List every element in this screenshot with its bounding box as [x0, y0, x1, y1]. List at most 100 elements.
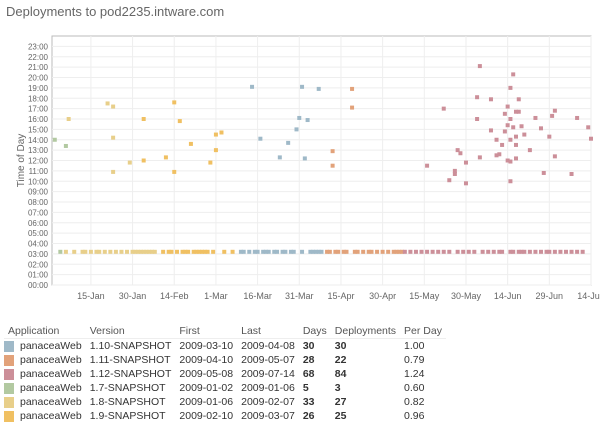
legend-cell-last: 2009-02-07	[241, 396, 295, 408]
legend-cell-first: 2009-01-06	[179, 396, 234, 408]
data-point	[127, 160, 132, 165]
data-point	[186, 249, 191, 254]
data-point	[538, 249, 543, 254]
chart-title: Deployments to pod2235.intware.com	[6, 4, 225, 19]
data-point	[527, 249, 532, 254]
y-tick-label: 05:00	[28, 229, 49, 238]
data-point	[105, 101, 110, 106]
y-tick-label: 06:00	[28, 219, 49, 228]
legend-cell-first: 2009-01-02	[179, 382, 234, 394]
legend-cell-deployments: 30	[334, 340, 347, 352]
data-point	[563, 249, 568, 254]
data-point	[63, 143, 68, 148]
data-point	[508, 159, 513, 164]
legend-cell-per-day: 1.00	[404, 340, 425, 352]
y-tick-label: 20:00	[28, 74, 49, 83]
data-point	[194, 249, 199, 254]
data-point	[341, 249, 346, 254]
x-tick-label: 16-Mar	[243, 291, 272, 301]
data-point	[344, 249, 349, 254]
data-point	[125, 249, 130, 254]
data-point	[569, 171, 574, 176]
legend-swatch	[4, 410, 14, 422]
legend-cell-version: 1.12-SNAPSHOT	[89, 368, 172, 380]
data-point	[508, 249, 513, 254]
data-point	[533, 115, 538, 120]
data-point	[441, 249, 446, 254]
data-point	[508, 137, 513, 142]
x-tick-label: 14-Jun	[494, 291, 522, 301]
data-point	[58, 249, 63, 254]
x-tick-label: 30-Apr	[369, 291, 396, 301]
y-tick-label: 19:00	[28, 84, 49, 93]
data-point	[172, 169, 177, 174]
legend-cell-deployments: 22	[334, 354, 347, 366]
data-point	[511, 125, 516, 130]
data-point	[213, 132, 218, 137]
x-tick-label: 14-Feb	[160, 291, 189, 301]
legend-cell-per-day: 1.24	[404, 368, 425, 380]
data-point	[400, 249, 405, 254]
data-point	[205, 249, 210, 254]
legend-cell-last: 2009-03-07	[241, 410, 295, 422]
data-point	[66, 117, 71, 121]
data-point	[161, 249, 166, 254]
y-tick-label: 15:00	[28, 125, 49, 134]
data-point	[397, 249, 402, 254]
data-point	[558, 249, 563, 254]
legend-swatch	[4, 354, 14, 366]
data-point	[355, 249, 360, 254]
data-point	[533, 249, 538, 254]
data-point	[261, 249, 266, 254]
data-point	[222, 249, 227, 254]
legend-cell-per-day: 0.82	[404, 396, 425, 408]
data-point	[175, 249, 180, 254]
data-point	[316, 249, 321, 254]
legend-table: Application Version First Last Days Depl…	[4, 324, 446, 423]
data-point	[108, 249, 113, 254]
data-point	[466, 249, 471, 254]
legend-cell-days: 33	[302, 396, 315, 408]
x-tick-label: 30-Jan	[119, 291, 147, 301]
data-point	[511, 249, 516, 254]
data-point	[266, 249, 271, 254]
data-point	[94, 249, 99, 254]
data-point	[308, 249, 313, 254]
x-tick-label: 15-Apr	[327, 291, 354, 301]
data-point	[325, 249, 330, 254]
legend-swatch-cell	[4, 381, 16, 395]
data-point	[436, 249, 441, 254]
data-point	[277, 155, 282, 160]
data-point	[494, 153, 499, 158]
legend-cell-version: 1.10-SNAPSHOT	[89, 340, 172, 352]
data-point	[52, 137, 57, 142]
y-tick-label: 03:00	[28, 250, 49, 259]
data-point	[513, 142, 518, 147]
data-point	[255, 249, 260, 254]
y-tick-label: 17:00	[28, 105, 49, 114]
data-point	[441, 106, 446, 111]
legend-cell-days: 30	[302, 340, 315, 352]
legend-cell-app: panaceaWeb	[20, 354, 82, 366]
legend-row: panaceaWeb 1.11-SNAPSHOT 2009-04-10 2009-05…	[4, 353, 446, 367]
data-point	[425, 249, 430, 254]
y-tick-label: 01:00	[28, 271, 49, 280]
x-tick-label: 15-May	[409, 291, 440, 301]
data-point	[508, 179, 513, 184]
data-point	[138, 249, 143, 254]
data-point	[394, 249, 399, 254]
data-point	[502, 111, 507, 116]
data-point	[288, 249, 293, 254]
legend-row: panaceaWeb 1.7-SNAPSHOT 2009-01-02 2009-01-…	[4, 381, 446, 395]
data-point	[333, 249, 338, 254]
data-point	[252, 249, 257, 254]
x-tick-label: 15-Jan	[77, 291, 105, 301]
data-point	[183, 249, 188, 254]
y-tick-label: 13:00	[28, 146, 49, 155]
data-point	[141, 117, 146, 121]
data-point	[552, 108, 557, 113]
data-point	[63, 249, 68, 254]
legend-swatch-cell	[4, 367, 16, 381]
legend-cell-last: 2009-05-07	[241, 354, 295, 366]
data-point	[527, 148, 532, 153]
